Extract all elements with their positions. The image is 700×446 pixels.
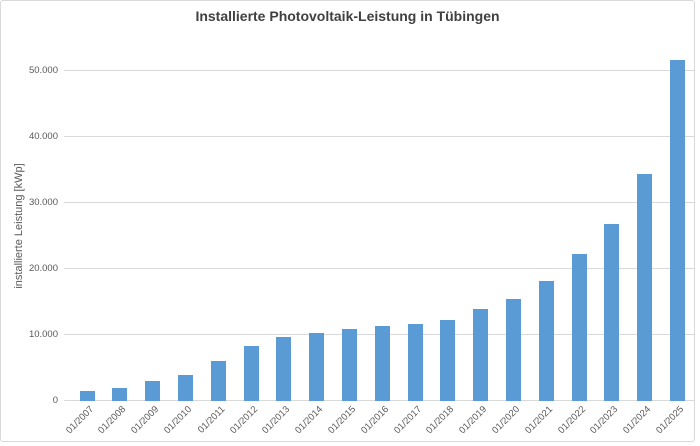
gridline bbox=[64, 202, 695, 203]
x-tick-label: 01/2022 bbox=[555, 404, 588, 437]
x-tick-label: 01/2025 bbox=[654, 404, 687, 437]
bar-01-2012 bbox=[243, 346, 259, 401]
x-tick-label: 01/2017 bbox=[391, 404, 424, 437]
x-tick-label: 01/2018 bbox=[424, 404, 457, 437]
x-tick-label: 01/2019 bbox=[457, 404, 490, 437]
chart-title: Installierte Photovoltaik-Leistung in Tü… bbox=[195, 8, 500, 24]
bar-01-2009 bbox=[145, 381, 161, 401]
bar-01-2010 bbox=[177, 374, 193, 401]
x-tick-label: 01/2011 bbox=[195, 404, 227, 436]
bar-01-2011 bbox=[210, 360, 226, 401]
bar-01-2023 bbox=[604, 223, 620, 401]
x-tick-label: 01/2007 bbox=[63, 404, 96, 437]
y-tick-label: 0 bbox=[52, 395, 58, 406]
bar-01-2019 bbox=[473, 309, 489, 401]
x-tick-label: 01/2023 bbox=[588, 404, 621, 437]
bar-01-2015 bbox=[341, 328, 357, 401]
y-tick-label: 30.000 bbox=[28, 197, 58, 208]
y-tick-label: 20.000 bbox=[28, 263, 58, 274]
gridline bbox=[64, 268, 695, 269]
bar-01-2013 bbox=[276, 337, 292, 401]
x-tick-label: 01/2009 bbox=[129, 404, 162, 437]
bar-01-2017 bbox=[407, 324, 423, 401]
y-tick-label: 40.000 bbox=[28, 131, 58, 142]
bar-01-2018 bbox=[440, 319, 456, 401]
x-tick-label: 01/2014 bbox=[293, 404, 326, 437]
x-tick-label: 01/2020 bbox=[490, 404, 523, 437]
bar-01-2020 bbox=[505, 299, 521, 401]
bar-01-2008 bbox=[112, 388, 128, 401]
plot-area bbox=[64, 55, 695, 401]
y-tick-label: 10.000 bbox=[28, 329, 58, 340]
bar-01-2025 bbox=[669, 60, 685, 401]
bar-01-2014 bbox=[309, 333, 325, 401]
x-tick-label: 01/2021 bbox=[522, 404, 555, 437]
bar-01-2007 bbox=[79, 391, 95, 401]
x-tick-label: 01/2015 bbox=[326, 404, 359, 437]
x-tick-label: 01/2008 bbox=[96, 404, 129, 437]
bar-01-2021 bbox=[538, 280, 554, 401]
bar-01-2016 bbox=[374, 325, 390, 401]
y-tick-label: 50.000 bbox=[28, 65, 58, 76]
bar-01-2024 bbox=[637, 173, 653, 401]
x-tick-label: 01/2024 bbox=[621, 404, 654, 437]
x-tick-label: 01/2010 bbox=[162, 404, 195, 437]
gridline bbox=[64, 136, 695, 137]
y-axis-title: installierte Leistung [kWp] bbox=[13, 163, 25, 289]
x-tick-label: 01/2012 bbox=[227, 404, 260, 437]
x-tick-label: 01/2013 bbox=[260, 404, 293, 437]
gridline bbox=[64, 70, 695, 71]
bar-01-2022 bbox=[571, 254, 587, 401]
x-tick-label: 01/2016 bbox=[358, 404, 391, 437]
